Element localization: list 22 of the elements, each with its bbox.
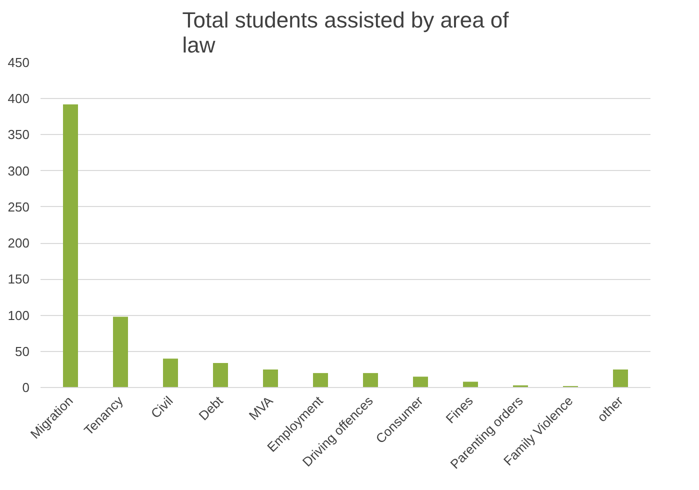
y-tick-label: 0 — [22, 380, 30, 395]
bar — [213, 362, 228, 388]
y-tick-label: 100 — [8, 308, 30, 323]
bar — [463, 382, 478, 388]
y-tick-label: 50 — [15, 344, 30, 359]
y-tick-label: 300 — [8, 163, 30, 178]
y-tick-label: 250 — [8, 199, 30, 214]
bar — [413, 376, 428, 388]
bar — [63, 104, 78, 388]
y-tick-label: 400 — [8, 91, 30, 106]
bar — [113, 316, 128, 388]
x-tick-label: Civil — [148, 393, 176, 422]
y-tick-label: 200 — [8, 236, 30, 251]
chart-title: Total students assisted by area of law — [182, 8, 510, 58]
bar — [263, 369, 278, 388]
y-tick-label: 350 — [8, 127, 30, 142]
bar — [313, 373, 328, 388]
y-tick-label: 150 — [8, 272, 30, 287]
bar — [163, 358, 178, 388]
bar — [613, 369, 628, 388]
y-tick-label: 450 — [8, 55, 30, 70]
bar — [363, 373, 378, 388]
